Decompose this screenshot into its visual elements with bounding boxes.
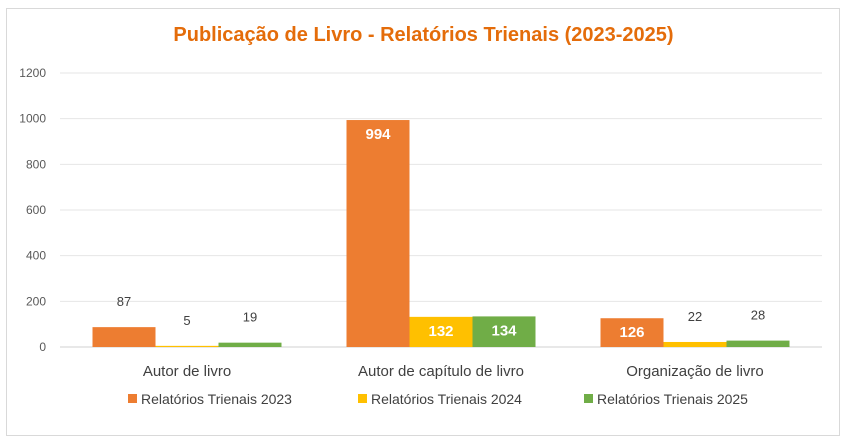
chart-frame <box>6 8 840 436</box>
y-tick-label: 200 <box>26 294 46 308</box>
bar <box>92 327 156 347</box>
bar <box>155 345 219 347</box>
bar <box>409 316 473 347</box>
data-label: 87 <box>117 294 131 309</box>
legend-swatch <box>358 394 367 403</box>
data-label: 19 <box>243 310 257 325</box>
data-label: 28 <box>751 308 765 323</box>
data-label: 126 <box>619 324 644 341</box>
legend-label: Relatórios Trienais 2025 <box>597 391 748 407</box>
legend-swatch <box>128 394 137 403</box>
y-tick-label: 800 <box>26 157 46 171</box>
y-tick-label: 1200 <box>19 66 46 80</box>
x-category-label: Autor de capítulo de livro <box>358 363 524 380</box>
data-label: 134 <box>491 322 517 339</box>
y-tick-label: 1000 <box>19 112 46 126</box>
legend-swatch <box>584 394 593 403</box>
legend-label: Relatórios Trienais 2024 <box>371 391 522 407</box>
bar <box>600 318 664 347</box>
y-tick-label: 400 <box>26 249 46 263</box>
bar <box>218 342 282 347</box>
x-category-label: Autor de livro <box>143 363 231 380</box>
bar <box>663 341 727 347</box>
legend-label: Relatórios Trienais 2023 <box>141 391 292 407</box>
y-tick-label: 600 <box>26 203 46 217</box>
bar <box>346 120 410 347</box>
data-label: 132 <box>428 323 453 340</box>
bar <box>726 340 790 347</box>
y-tick-label: 0 <box>39 340 46 354</box>
data-label: 5 <box>183 313 190 328</box>
x-category-label: Organização de livro <box>626 363 764 380</box>
bar <box>472 316 536 347</box>
data-label: 22 <box>688 309 702 324</box>
data-label: 994 <box>365 126 391 143</box>
chart-title: Publicação de Livro - Relatórios Trienai… <box>173 24 674 46</box>
